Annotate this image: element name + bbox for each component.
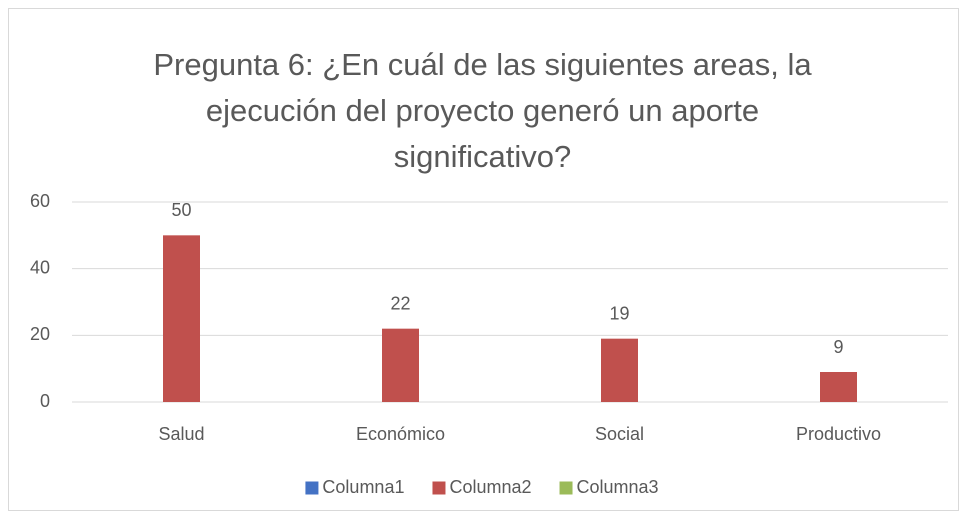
legend-swatch [305,481,319,495]
x-tick-label: Social [595,424,644,444]
legend-swatch [559,481,573,495]
value-label: 19 [609,303,629,323]
y-tick-label: 40 [30,257,50,277]
legend-label: Columna1 [322,477,404,497]
x-tick-label: Económico [356,424,445,444]
bar [820,372,857,402]
legend-label: Columna2 [449,477,531,497]
legend-label: Columna3 [577,477,659,497]
x-tick-label: Productivo [796,424,881,444]
legend-swatch [432,481,446,495]
bar [382,328,419,402]
title-box: Pregunta 6: ¿En cuál de las siguientes a… [0,42,965,180]
value-label: 9 [833,337,843,357]
chart-title: Pregunta 6: ¿En cuál de las siguientes a… [153,47,812,174]
x-tick-label: Salud [158,424,204,444]
y-tick-label: 20 [30,324,50,344]
y-tick-label: 0 [40,391,50,411]
value-label: 50 [171,200,191,220]
bar [601,338,638,402]
y-tick-label: 60 [30,191,50,211]
value-label: 22 [390,293,410,313]
bar [163,235,200,402]
